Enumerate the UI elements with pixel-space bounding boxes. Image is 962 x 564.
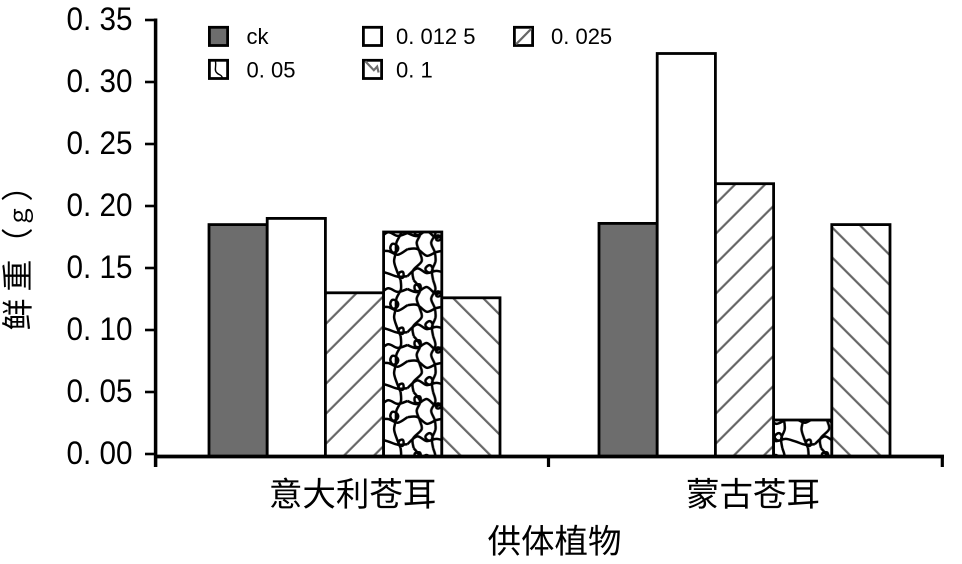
svg-text:0. 35: 0. 35 bbox=[67, 1, 133, 37]
svg-text:0. 15: 0. 15 bbox=[67, 249, 133, 285]
svg-text:0. 10: 0. 10 bbox=[67, 311, 133, 347]
svg-text:0. 30: 0. 30 bbox=[67, 63, 133, 99]
svg-text:0. 25: 0. 25 bbox=[67, 125, 133, 161]
svg-text:0. 00: 0. 00 bbox=[67, 435, 133, 471]
svg-text:0. 05: 0. 05 bbox=[247, 58, 296, 83]
svg-text:0. 05: 0. 05 bbox=[67, 373, 133, 409]
svg-text:ck: ck bbox=[247, 24, 270, 49]
svg-text:0. 1: 0. 1 bbox=[396, 58, 433, 83]
svg-text:0. 20: 0. 20 bbox=[67, 187, 133, 223]
svg-text:0. 012 5: 0. 012 5 bbox=[396, 24, 476, 49]
svg-text:0. 025: 0. 025 bbox=[551, 24, 612, 49]
